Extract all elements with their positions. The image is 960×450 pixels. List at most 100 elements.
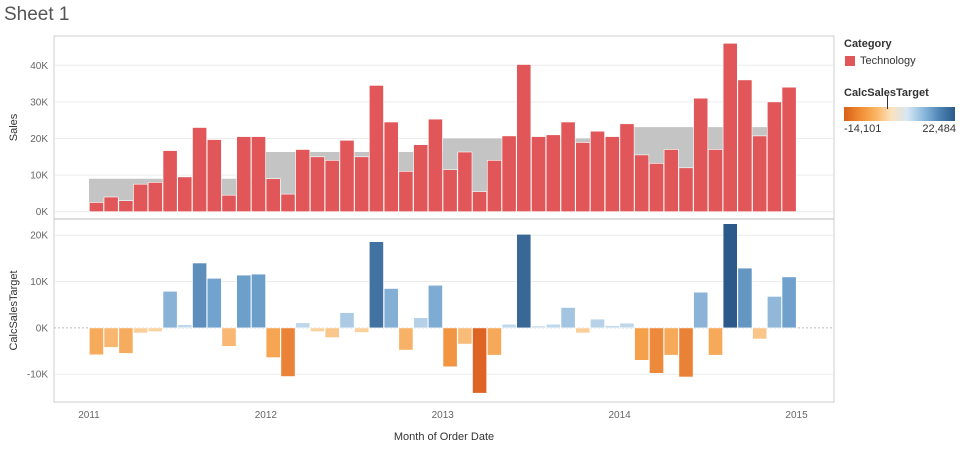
sales-bar[interactable] (221, 194, 237, 212)
calc-target-bar[interactable] (339, 312, 355, 329)
sales-bar[interactable] (147, 182, 163, 212)
calc-target-bar[interactable] (147, 327, 163, 332)
sales-bar[interactable] (383, 121, 399, 212)
sales-bar[interactable] (177, 176, 193, 212)
calc-target-bar[interactable] (162, 290, 178, 329)
calc-target-bar[interactable] (766, 296, 782, 329)
calc-target-bar[interactable] (531, 325, 546, 329)
sales-bar[interactable] (427, 118, 443, 212)
sales-bar[interactable] (531, 136, 546, 212)
x-tick-label: 2014 (609, 410, 632, 421)
legend-item-technology[interactable]: Technology (845, 55, 956, 67)
sales-bar[interactable] (133, 183, 148, 212)
calc-target-bar[interactable] (265, 327, 281, 358)
sales-bar[interactable] (649, 163, 664, 212)
sales-bar[interactable] (678, 167, 694, 213)
sales-bar[interactable] (162, 150, 178, 213)
color-gradient-bar[interactable] (844, 107, 955, 121)
sales-bar[interactable] (251, 136, 266, 212)
calc-target-bar[interactable] (781, 276, 797, 329)
sales-bar[interactable] (295, 149, 311, 213)
calc-target-bar[interactable] (89, 327, 104, 356)
sales-bar[interactable] (619, 123, 635, 212)
sales-bar[interactable] (737, 79, 753, 213)
sales-bar[interactable] (457, 151, 473, 213)
calc-target-bar[interactable] (280, 327, 296, 377)
calc-target-bar[interactable] (413, 317, 429, 329)
sales-bar[interactable] (310, 156, 325, 213)
sales-bar[interactable] (590, 130, 605, 212)
calc-target-bar[interactable] (368, 241, 384, 329)
sales-bar[interactable] (663, 149, 679, 213)
calc-target-bar[interactable] (103, 327, 119, 348)
sales-bar[interactable] (472, 191, 487, 213)
category-legend-title: Category (844, 38, 892, 50)
sales-bar[interactable] (118, 200, 134, 212)
sales-bar[interactable] (781, 86, 797, 212)
calc-target-bar[interactable] (324, 327, 340, 338)
sales-bar[interactable] (398, 171, 414, 212)
sales-bar[interactable] (265, 178, 281, 212)
calc-target-bar[interactable] (457, 327, 473, 345)
calc-target-bar[interactable] (133, 327, 148, 334)
sales-bar[interactable] (486, 160, 502, 212)
sales-bar[interactable] (501, 135, 517, 212)
calc-target-bar[interactable] (442, 327, 458, 368)
calc-target-bar[interactable] (192, 262, 207, 329)
sales-bar[interactable] (766, 101, 782, 213)
sales-bar[interactable] (413, 144, 429, 212)
calc-target-bar[interactable] (177, 324, 193, 329)
calc-target-bar[interactable] (560, 307, 576, 329)
calc-target-bar[interactable] (737, 267, 753, 329)
sales-bar[interactable] (604, 136, 620, 212)
sales-bar[interactable] (560, 121, 576, 212)
calc-target-bar[interactable] (427, 284, 443, 329)
calc-target-bar[interactable] (295, 322, 311, 329)
calc-target-bar[interactable] (251, 273, 266, 329)
calc-target-bar[interactable] (236, 274, 252, 329)
calc-target-bar[interactable] (634, 327, 650, 361)
sales-bar[interactable] (236, 136, 252, 212)
sales-bar[interactable] (280, 193, 296, 213)
sales-bar[interactable] (206, 139, 222, 213)
sales-bar[interactable] (516, 64, 532, 212)
calc-target-bar[interactable] (604, 325, 620, 329)
calc-target-bar[interactable] (722, 223, 738, 329)
calc-target-bar[interactable] (383, 288, 399, 329)
calc-target-bar[interactable] (310, 327, 325, 332)
calc-target-bar[interactable] (221, 327, 237, 347)
calc-target-bar[interactable] (693, 291, 709, 329)
sales-bar[interactable] (89, 202, 104, 212)
calc-target-bar[interactable] (354, 327, 370, 333)
sales-bar[interactable] (192, 127, 207, 212)
sales-bar[interactable] (545, 134, 561, 213)
calc-target-bar[interactable] (472, 327, 487, 394)
sales-bar[interactable] (103, 196, 119, 212)
calc-target-bar[interactable] (663, 327, 679, 356)
calc-target-bar[interactable] (649, 327, 664, 374)
calc-target-bar[interactable] (206, 277, 222, 329)
sales-bar[interactable] (442, 169, 458, 213)
sales-bar[interactable] (708, 149, 723, 213)
calc-target-bar[interactable] (590, 318, 605, 329)
sales-bar[interactable] (368, 85, 384, 213)
calc-target-bar[interactable] (752, 327, 768, 340)
calc-target-bar[interactable] (575, 327, 591, 334)
sales-bar[interactable] (634, 154, 650, 212)
calc-target-bar[interactable] (619, 322, 635, 329)
sales-bar[interactable] (693, 97, 709, 212)
sales-bar[interactable] (722, 42, 738, 212)
calc-target-bar[interactable] (708, 327, 723, 356)
sales-bar[interactable] (752, 135, 768, 212)
calc-target-bar[interactable] (516, 234, 532, 329)
calc-target-bar[interactable] (486, 327, 502, 356)
calc-target-bar[interactable] (118, 327, 134, 354)
calc-target-bar[interactable] (545, 323, 561, 329)
calc-target-bar[interactable] (398, 327, 414, 351)
calc-target-bar[interactable] (678, 327, 694, 378)
sales-bar[interactable] (575, 142, 591, 212)
sales-bar[interactable] (324, 160, 340, 212)
calc-target-bar[interactable] (501, 323, 517, 329)
sales-bar[interactable] (339, 140, 355, 213)
sales-bar[interactable] (354, 156, 370, 213)
